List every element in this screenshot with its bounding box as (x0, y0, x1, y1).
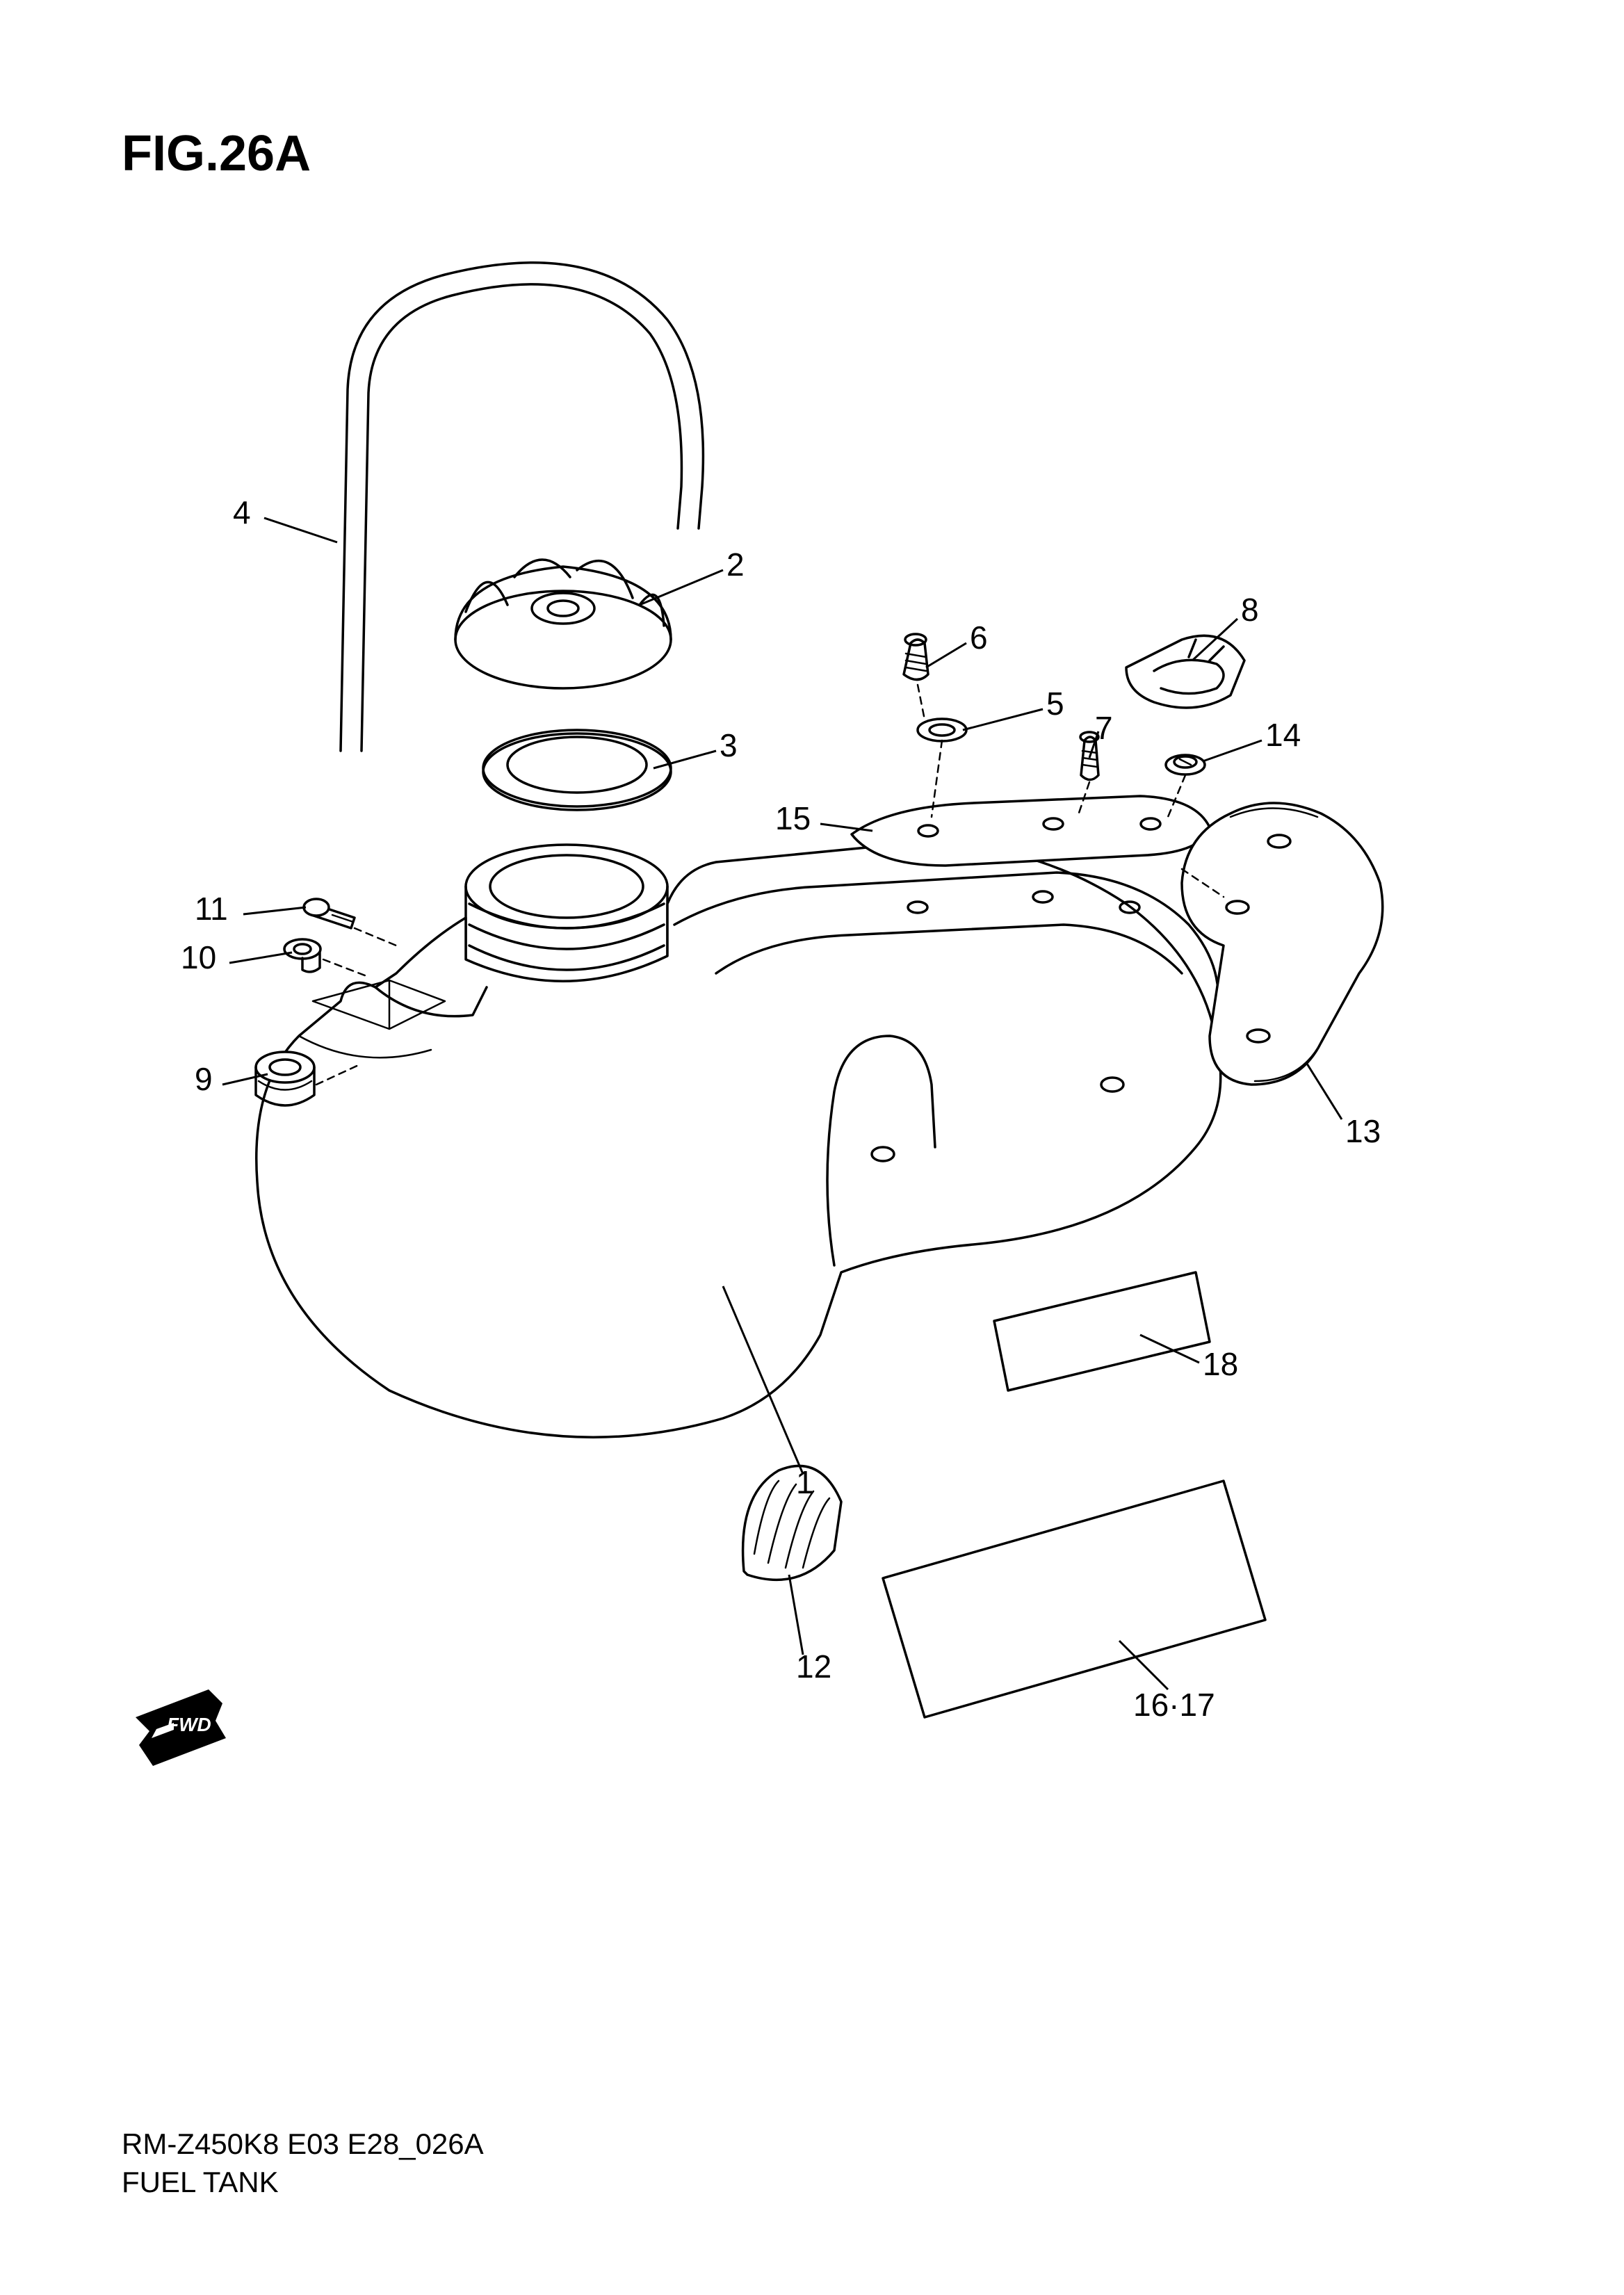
part-tank-neck (466, 845, 667, 970)
part-fuel-cap (455, 560, 671, 688)
callout-4: 4 (233, 494, 251, 531)
callout-10: 10 (181, 939, 216, 976)
part-bracket-13 (1182, 803, 1383, 1085)
page-root: FIG.26A OEM MOTORPARTS (0, 0, 1624, 2295)
callout-11: 11 (195, 890, 228, 927)
callout-1: 1 (796, 1463, 814, 1501)
callout-9: 9 (195, 1060, 213, 1098)
callout-13: 13 (1345, 1112, 1381, 1150)
part-bolt-washer-10-11 (284, 899, 355, 972)
callout-7: 7 (1095, 709, 1113, 747)
callout-5: 5 (1046, 685, 1064, 722)
part-hook-8 (1126, 635, 1244, 708)
footer-code: RM-Z450K8 E03 E28_026A (122, 2127, 484, 2161)
fwd-text: FWD (167, 1714, 211, 1735)
callout-8: 8 (1241, 591, 1259, 629)
callout-18: 18 (1203, 1345, 1238, 1383)
part-cap-gasket (483, 730, 671, 810)
callout-12: 12 (796, 1648, 831, 1685)
callout-16-17: 16·17 (1133, 1686, 1215, 1724)
footer-name: FUEL TANK (122, 2166, 279, 2199)
callout-15: 15 (775, 800, 811, 837)
part-decal-16-17 (883, 1481, 1265, 1717)
fwd-badge: FWD (136, 1689, 226, 1766)
part-bolt-14 (1166, 755, 1205, 775)
part-decal-18 (994, 1272, 1210, 1390)
part-washer-screw-5-6 (904, 634, 966, 741)
callout-3: 3 (720, 727, 738, 764)
callout-14: 14 (1265, 716, 1301, 754)
part-heat-shield-12 (743, 1466, 841, 1580)
callout-2: 2 (726, 546, 745, 583)
part-plate-15 (852, 796, 1210, 866)
callout-6: 6 (970, 619, 988, 656)
